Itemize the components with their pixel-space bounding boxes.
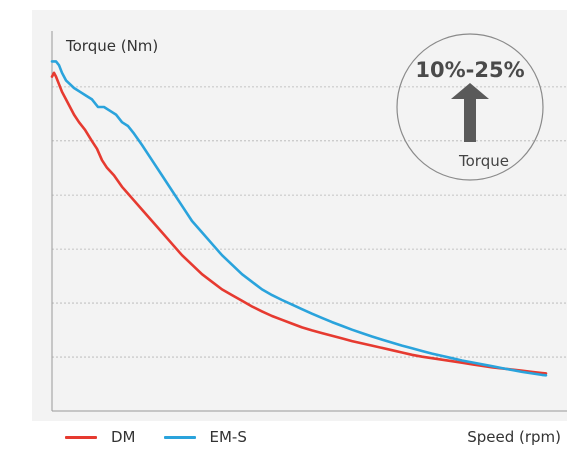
legend-swatch-em-s [163, 435, 196, 439]
series-line-em-s [50, 60, 548, 377]
up-arrow-icon [451, 83, 489, 142]
annotation-label: Torque [458, 152, 509, 170]
legend: DM EM-S [65, 426, 275, 448]
legend-swatch-dm [65, 435, 97, 439]
series-line-dm [50, 71, 548, 375]
x-axis-label: Speed (rpm) [467, 428, 561, 446]
annotation-value: 10%-25% [415, 58, 524, 82]
legend-label-em-s: EM-S [209, 428, 247, 446]
y-axis-label: Torque (Nm) [66, 37, 159, 55]
chart-panel [32, 10, 567, 421]
legend-item-em-s: EM-S [163, 428, 247, 446]
grid-lines [52, 86, 567, 358]
annotation-circle [396, 33, 544, 181]
series-layer [50, 60, 548, 377]
legend-item-dm: DM [65, 428, 136, 446]
torque-annotation: 10%-25% Torque [396, 33, 544, 181]
legend-label-dm: DM [111, 428, 136, 446]
